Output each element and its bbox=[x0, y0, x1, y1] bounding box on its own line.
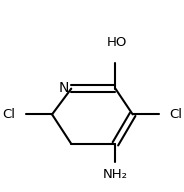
Text: Cl: Cl bbox=[3, 108, 16, 121]
Text: N: N bbox=[59, 81, 70, 95]
Text: NH₂: NH₂ bbox=[103, 168, 128, 181]
Text: Cl: Cl bbox=[169, 108, 182, 121]
Text: HO: HO bbox=[107, 36, 127, 49]
